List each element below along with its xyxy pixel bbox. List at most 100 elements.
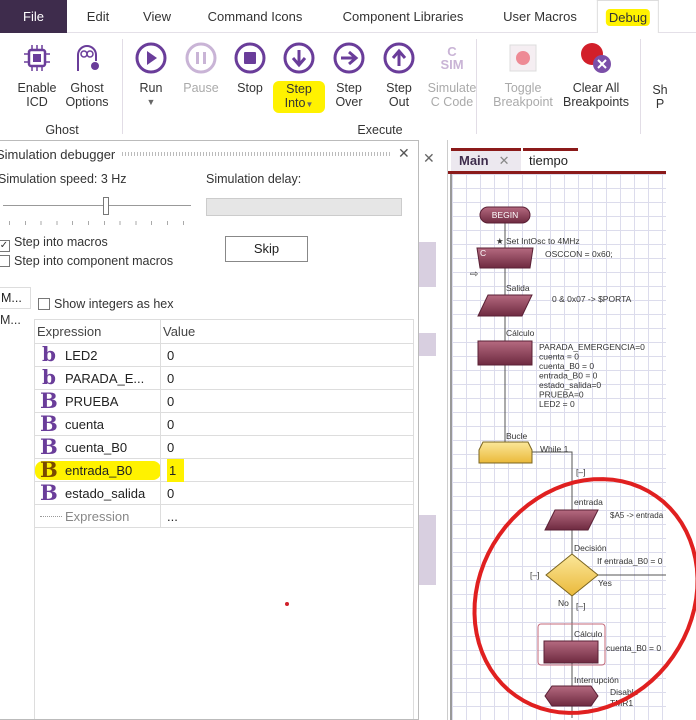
- run-label: Run: [139, 81, 163, 95]
- collapse-toggle[interactable]: [–]: [576, 601, 585, 611]
- step-over-button[interactable]: Step Over: [323, 41, 375, 109]
- checkbox[interactable]: [38, 298, 50, 310]
- slider-ticks: [9, 221, 184, 225]
- separator: [476, 39, 477, 134]
- delay-field[interactable]: [206, 198, 402, 216]
- c-block-label: C: [480, 248, 486, 258]
- tab-tiempo[interactable]: tiempo: [523, 148, 578, 171]
- close-icon[interactable]: ✕: [498, 153, 510, 168]
- value-cell[interactable]: 1: [167, 459, 185, 482]
- value-cell[interactable]: 0: [167, 394, 175, 409]
- close-icon[interactable]: ✕: [423, 150, 435, 166]
- close-icon[interactable]: ✕: [398, 145, 410, 161]
- speed-label: Simulation speed: 3 Hz: [0, 172, 127, 186]
- step-out-button[interactable]: Step Out: [373, 41, 425, 109]
- chevron-down-icon[interactable]: ▼: [305, 100, 314, 109]
- skip-button[interactable]: Skip: [225, 236, 308, 262]
- menu-file[interactable]: File: [0, 0, 67, 33]
- expression-cell[interactable]: B PRUEBA: [35, 390, 161, 413]
- table-row[interactable]: b PARADA_E... 0: [35, 367, 413, 390]
- side-button-1[interactable]: M...: [0, 287, 31, 309]
- input-block[interactable]: [544, 509, 599, 531]
- output-block[interactable]: [477, 294, 533, 317]
- menu-component-libraries[interactable]: Component Libraries: [342, 9, 464, 24]
- clear-all-breakpoints-button[interactable]: Clear All Breakpoints: [560, 41, 632, 109]
- value-cell[interactable]: 0: [167, 371, 175, 386]
- expression-name: cuenta: [65, 417, 105, 432]
- menu-user-macros[interactable]: User Macros: [503, 9, 577, 24]
- menu-debug[interactable]: Debug: [596, 0, 660, 33]
- value-cell[interactable]: 0: [167, 440, 175, 455]
- toggle-breakpoint-button[interactable]: Toggle Breakpoint: [488, 41, 558, 109]
- c-code-block[interactable]: [476, 247, 534, 269]
- expression-cell[interactable]: b LED2: [35, 344, 161, 367]
- stop-button[interactable]: Stop: [224, 41, 276, 95]
- toggle-bp-label-2: Breakpoint: [493, 95, 553, 109]
- value-cell[interactable]: 0: [167, 417, 175, 432]
- show-button[interactable]: Sh P: [645, 83, 675, 111]
- toggle-bp-label-1: Toggle: [504, 81, 542, 95]
- speed-slider-thumb[interactable]: [103, 197, 110, 215]
- collapse-toggle[interactable]: [–]: [530, 570, 539, 580]
- table-row[interactable]: B PRUEBA 0: [35, 390, 413, 413]
- step-into-macros-checkbox[interactable]: ✓ Step into macros: [0, 235, 108, 252]
- chip-icon: [20, 41, 54, 75]
- expression-name: PRUEBA: [65, 394, 119, 409]
- drag-handle[interactable]: [122, 152, 392, 156]
- new-expression-row[interactable]: Expression...: [35, 505, 413, 528]
- checkbox[interactable]: ✓: [0, 240, 10, 252]
- c-sim-icon-sim: SIM: [440, 57, 464, 72]
- col-value[interactable]: Value: [163, 324, 196, 339]
- menu-view[interactable]: View: [143, 9, 171, 24]
- tab-main[interactable]: Main ✕: [451, 148, 521, 171]
- simulate-c-code-button[interactable]: C SIM Simulate C Code: [426, 41, 478, 109]
- interrupt-block[interactable]: [544, 685, 599, 707]
- enable-icd-button[interactable]: Enable ICD: [11, 41, 63, 109]
- value-cell[interactable]: 0: [167, 486, 175, 501]
- decision-block[interactable]: [545, 553, 599, 597]
- step-into-button[interactable]: Step Into▼: [273, 41, 325, 113]
- loop-block[interactable]: [478, 441, 533, 464]
- step-into-component-macros-checkbox[interactable]: Step into component macros: [0, 254, 173, 268]
- calc-line: estado_salida=0: [539, 380, 601, 390]
- loop-line: [532, 451, 573, 718]
- chevron-down-icon[interactable]: ▼: [146, 97, 156, 107]
- stop-label: Stop: [237, 81, 263, 95]
- begin-block[interactable]: [479, 206, 531, 224]
- menu-command-icons[interactable]: Command Icons: [207, 9, 303, 24]
- run-button[interactable]: Run ▼: [125, 41, 177, 109]
- flowchart-tabs: Main ✕ tiempo: [448, 148, 666, 174]
- calculation-block-2[interactable]: [543, 640, 599, 664]
- calc-line: PARADA_EMERGENCIA=0: [539, 342, 645, 352]
- expression-name: PARADA_E...: [65, 371, 145, 386]
- col-expression[interactable]: Expression: [35, 320, 161, 343]
- show-hex-label: Show integers as hex: [54, 297, 174, 311]
- enable-icd-label-2: ICD: [26, 95, 48, 109]
- new-expression-cell[interactable]: Expression: [35, 505, 161, 528]
- table-header: Expression Value: [35, 320, 413, 344]
- value-cell[interactable]: 0: [167, 348, 175, 363]
- show-hex-checkbox[interactable]: Show integers as hex: [38, 297, 174, 311]
- menu-edit[interactable]: Edit: [86, 9, 110, 24]
- expression-cell[interactable]: b PARADA_E...: [35, 367, 161, 390]
- byte-type-icon: B: [40, 482, 58, 505]
- ghost-options-button[interactable]: Ghost Options: [61, 41, 113, 109]
- new-value-cell[interactable]: ...: [167, 509, 178, 524]
- side-button-2[interactable]: M...: [0, 313, 21, 327]
- speed-slider[interactable]: [3, 205, 191, 206]
- step-out-label-2: Out: [388, 95, 410, 109]
- clear-bp-label-1: Clear All: [572, 81, 620, 95]
- checkbox[interactable]: [0, 255, 10, 267]
- collapse-toggle[interactable]: [–]: [576, 467, 585, 477]
- pause-button[interactable]: Pause: [175, 41, 227, 95]
- calculation-block[interactable]: [477, 340, 533, 366]
- table-row[interactable]: b LED2 0: [35, 344, 413, 367]
